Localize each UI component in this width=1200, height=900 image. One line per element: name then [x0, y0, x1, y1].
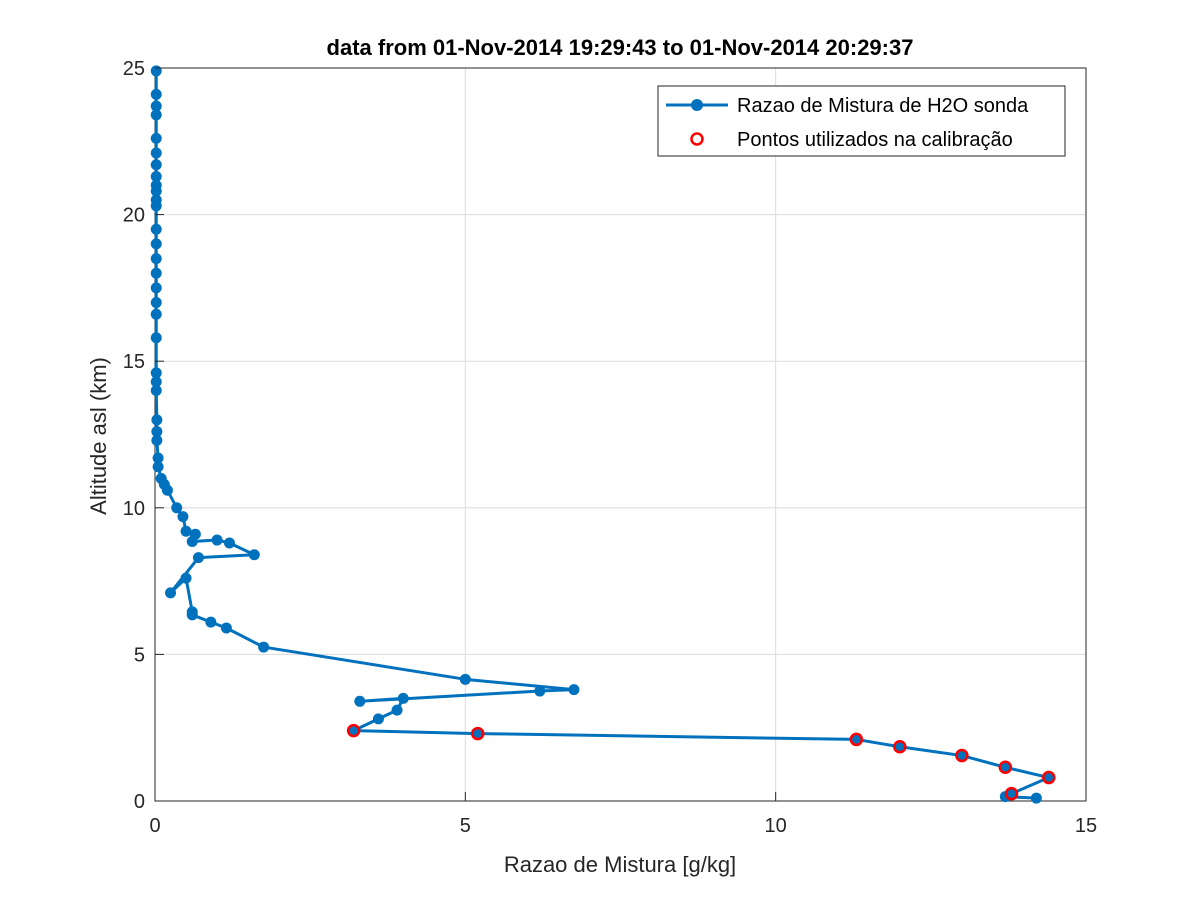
data-point-h2o-sonda: [459, 673, 471, 685]
data-point-h2o-sonda: [150, 109, 162, 121]
data-point-h2o-sonda: [150, 132, 162, 144]
data-point-h2o-sonda: [150, 147, 162, 159]
data-point-h2o-sonda: [150, 170, 162, 182]
data-point-h2o-sonda: [151, 414, 163, 426]
data-point-h2o-sonda: [348, 725, 360, 737]
data-point-h2o-sonda: [150, 65, 162, 77]
data-point-h2o-sonda: [150, 332, 162, 344]
tick-labels: 0 5 10 15 0 5 10 15 20 25: [123, 58, 1097, 837]
y-tick-label: 10: [123, 498, 145, 520]
series-layer: [150, 65, 1056, 804]
data-point-h2o-sonda: [150, 179, 162, 191]
data-point-h2o-sonda: [177, 511, 189, 523]
legend: Razao de Mistura de H2O sonda Pontos uti…: [657, 85, 1066, 157]
data-point-h2o-sonda: [354, 695, 366, 707]
y-tick-label: 20: [123, 205, 145, 227]
data-point-h2o-sonda: [850, 733, 862, 745]
axes-background: [155, 68, 1086, 801]
calibration-point-marker: [346, 723, 361, 738]
data-point-h2o-sonda: [150, 367, 162, 379]
legend-label-series-2: Pontos utilizados na calibração: [737, 129, 1013, 151]
data-point-h2o-sonda: [211, 534, 223, 546]
calibration-point-marker: [470, 726, 485, 741]
data-point-h2o-sonda: [150, 100, 162, 112]
data-point-h2o-sonda: [189, 528, 201, 540]
data-point-h2o-sonda: [220, 622, 232, 634]
x-tick-label: 15: [1075, 815, 1097, 837]
calibration-point-marker: [1042, 770, 1056, 785]
data-point-h2o-sonda: [180, 572, 192, 584]
data-point-h2o-sonda: [152, 461, 164, 473]
data-point-h2o-sonda: [1006, 788, 1018, 800]
data-point-h2o-sonda: [192, 552, 204, 564]
data-point-h2o-sonda: [180, 525, 192, 537]
calibration-point-marker: [893, 740, 907, 754]
y-tick-label: 5: [134, 644, 145, 666]
data-point-h2o-sonda: [150, 238, 162, 250]
data-point-h2o-sonda: [152, 452, 164, 464]
data-point-h2o-sonda: [391, 704, 403, 716]
data-point-h2o-sonda: [165, 587, 177, 599]
data-point-h2o-sonda: [372, 713, 384, 725]
x-tick-label: 5: [460, 815, 471, 837]
legend-box: [657, 85, 1066, 157]
data-point-h2o-sonda: [534, 685, 546, 697]
calibration-point-marker: [1004, 786, 1019, 801]
data-point-h2o-sonda: [205, 616, 217, 628]
data-point-h2o-sonda: [894, 741, 906, 753]
data-point-h2o-sonda: [150, 159, 162, 171]
data-point-h2o-sonda: [1030, 792, 1042, 804]
data-point-h2o-sonda: [568, 684, 580, 696]
legend-label-series-1: Razao de Mistura de H2O sonda: [737, 95, 1029, 117]
data-point-h2o-sonda: [150, 308, 162, 320]
data-point-h2o-sonda: [397, 692, 409, 704]
y-tick-label: 15: [123, 351, 145, 373]
data-point-h2o-sonda: [150, 282, 162, 294]
data-point-h2o-sonda: [151, 434, 163, 446]
data-point-h2o-sonda: [186, 606, 198, 618]
y-tick-label: 25: [123, 58, 145, 80]
data-point-h2o-sonda: [150, 194, 162, 206]
x-tick-label: 0: [149, 815, 160, 837]
data-point-h2o-sonda: [956, 750, 968, 762]
plot-area: 0 5 10 15 0 5 10 15 20 25: [123, 58, 1097, 837]
data-point-h2o-sonda: [150, 297, 162, 309]
x-tick-label: 10: [765, 815, 787, 837]
data-point-h2o-sonda: [150, 385, 162, 397]
calibration-point-marker: [849, 732, 864, 747]
data-point-h2o-sonda: [150, 253, 162, 265]
data-point-h2o-sonda: [223, 537, 235, 549]
legend-dot-marker: [691, 99, 703, 111]
legend-circle-marker: [690, 132, 704, 146]
chart-title: data from 01-Nov-2014 19:29:43 to 01-Nov…: [327, 35, 914, 60]
data-point-h2o-sonda: [472, 728, 484, 740]
data-point-h2o-sonda: [999, 761, 1011, 773]
calibration-point-marker: [998, 760, 1013, 775]
y-tick-label: 0: [134, 791, 145, 813]
data-point-h2o-sonda: [150, 267, 162, 279]
data-point-h2o-sonda: [150, 223, 162, 235]
data-point-h2o-sonda: [155, 472, 167, 484]
data-point-h2o-sonda: [171, 502, 183, 514]
data-point-h2o-sonda: [151, 426, 163, 438]
data-point-h2o-sonda: [258, 641, 270, 653]
x-axis-label: Razao de Mistura [g/kg]: [504, 852, 736, 877]
data-point-h2o-sonda: [1043, 772, 1055, 784]
data-point-h2o-sonda: [150, 88, 162, 100]
calibration-point-marker: [955, 748, 969, 763]
data-point-h2o-sonda: [248, 549, 260, 561]
y-axis-label: Altitude asl (km): [86, 357, 111, 515]
data-point-h2o-sonda: [150, 376, 162, 388]
